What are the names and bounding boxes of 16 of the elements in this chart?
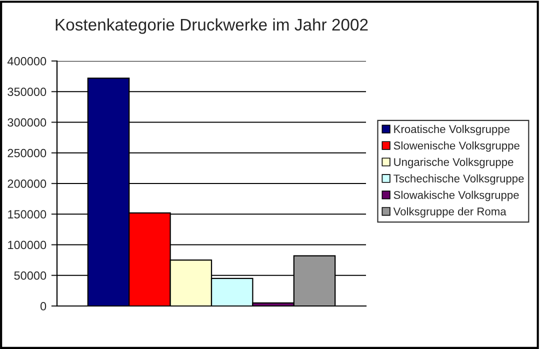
y-tick-label: 200000 [8, 180, 46, 188]
y-tick-label: 350000 [8, 88, 46, 96]
y-tick-label: 300000 [8, 118, 46, 127]
legend-label: Slowenische Volksgruppe [394, 141, 520, 152]
legend-label: Slowakische Volksgruppe [394, 190, 519, 202]
legend-label: Ungarische Volksgruppe [394, 158, 514, 168]
y-tick-label: 400000 [7, 57, 46, 66]
legend-label: Volksgruppe der Roma [393, 207, 506, 218]
legend-label: Tschechische Volksgruppe [394, 174, 524, 185]
y-tick-label: 50000 [14, 271, 46, 280]
legend-label: Kroatische Volksgruppe [394, 124, 510, 136]
y-tick-label: 250000 [8, 148, 46, 158]
y-tick-label: 100000 [8, 240, 46, 250]
chart-title: Kostenkategorie Druckwerke im Jahr 2002 [56, 18, 368, 34]
y-tick-label: 0 [40, 302, 46, 310]
y-tick-label: 150000 [8, 210, 46, 219]
